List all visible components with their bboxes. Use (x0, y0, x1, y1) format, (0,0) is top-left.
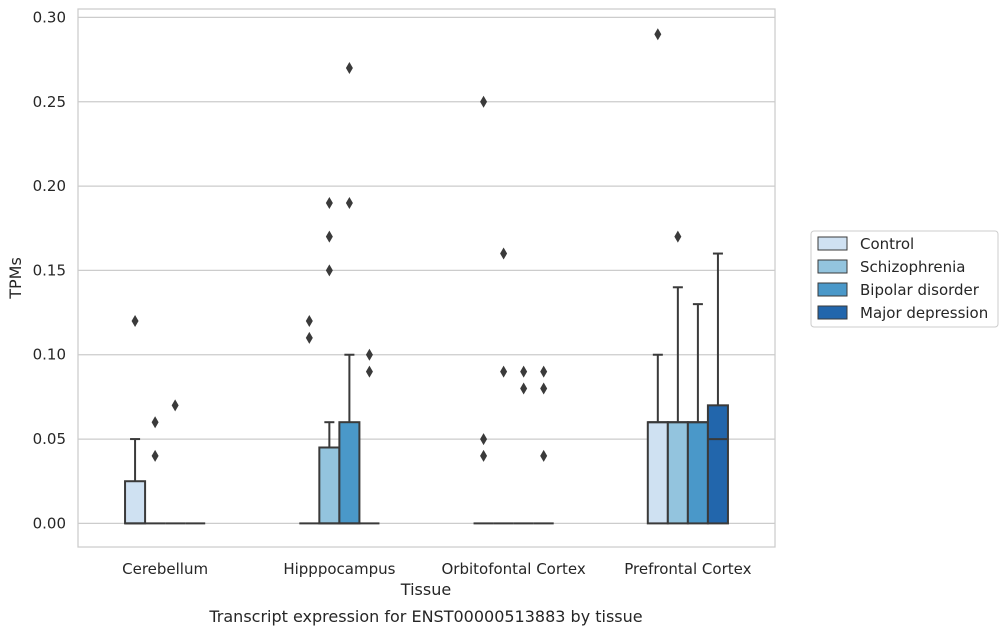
x-axis-ticks: Cerebellum Hipppocampus Orbitofontal Corte… (122, 560, 751, 578)
box-0-1 (145, 416, 166, 525)
legend-item: Schizophrenia (817, 258, 965, 276)
box-series (124, 28, 729, 525)
box-iqr (318, 446, 341, 525)
y-tick-label: 0.10 (33, 346, 66, 364)
box-iqr (646, 421, 669, 525)
legend-item: Bipolar disorder (817, 281, 980, 299)
legend-item: Control (817, 235, 914, 253)
box-iqr (338, 421, 361, 525)
box-3-1 (666, 230, 689, 525)
outlier-point (674, 230, 682, 243)
box-iqr (706, 404, 729, 525)
box-2-0 (473, 95, 494, 525)
legend-swatch (817, 259, 848, 274)
outlier-point (480, 95, 488, 108)
legend-label: Schizophrenia (860, 258, 965, 276)
outlier-point (131, 315, 139, 328)
box-3-2 (686, 303, 709, 525)
box-iqr (666, 421, 689, 525)
outlier-point (325, 264, 333, 277)
legend-swatch (817, 305, 848, 320)
y-tick-label: 0.15 (33, 261, 66, 279)
box-0-0 (124, 315, 147, 525)
outlier-point (151, 416, 159, 429)
chart-caption: Transcript expression for ENST0000051388… (208, 607, 642, 626)
outlier-point (654, 28, 662, 41)
box-iqr (686, 421, 709, 525)
x-tick-label: Prefrontal Cortex (624, 560, 751, 578)
box-3-3 (706, 252, 729, 525)
grid-lines (78, 16, 775, 525)
box-1-1 (318, 196, 341, 525)
outlier-point (325, 230, 333, 243)
y-tick-label: 0.30 (33, 8, 66, 26)
plot-frame (77, 8, 776, 548)
x-tick-label: Hipppocampus (283, 560, 395, 578)
y-tick-label: 0.20 (33, 177, 66, 195)
legend-item: Major depression (817, 304, 988, 322)
box-1-2 (338, 62, 361, 525)
outlier-point (365, 348, 373, 361)
box-0-2 (165, 399, 186, 525)
x-tick-label: Cerebellum (122, 560, 208, 578)
outlier-point (171, 399, 179, 412)
legend-swatch (817, 236, 848, 251)
legend: Control Schizophrenia Bipolar disorder Majo… (810, 230, 999, 328)
box-2-1 (493, 247, 514, 525)
y-tick-label: 0.05 (33, 430, 66, 448)
outlier-point (520, 382, 528, 395)
y-axis-ticks: 0.00 0.05 0.10 0.15 0.20 0.25 0.30 (33, 8, 66, 532)
box-2-3 (533, 365, 554, 525)
outlier-point (520, 365, 528, 378)
y-axis-label: TPMs (6, 257, 25, 300)
outlier-point (540, 449, 548, 462)
y-tick-label: 0.00 (33, 514, 66, 532)
box-1-0 (299, 315, 320, 525)
y-tick-label: 0.25 (33, 93, 66, 111)
x-tick-label: Orbitofontal Cortex (442, 560, 586, 578)
outlier-point (151, 449, 159, 462)
outlier-point (480, 449, 488, 462)
outlier-point (305, 331, 313, 344)
legend-label: Major depression (860, 304, 988, 322)
outlier-point (305, 315, 313, 328)
box-iqr (124, 480, 147, 525)
outlier-point (480, 433, 488, 446)
legend-swatch (817, 282, 848, 297)
outlier-point (500, 247, 508, 260)
outlier-point (345, 196, 353, 209)
legend-label: Bipolar disorder (860, 281, 980, 299)
outlier-point (540, 365, 548, 378)
outlier-point (325, 196, 333, 209)
box-3-0 (646, 28, 669, 525)
box-2-2 (513, 365, 534, 525)
x-axis-label: Tissue (400, 580, 451, 599)
outlier-point (540, 382, 548, 395)
legend-label: Control (860, 235, 914, 253)
legend-frame (810, 230, 999, 328)
outlier-point (500, 365, 508, 378)
box-1-3 (359, 348, 380, 525)
outlier-point (345, 62, 353, 75)
outlier-point (365, 365, 373, 378)
